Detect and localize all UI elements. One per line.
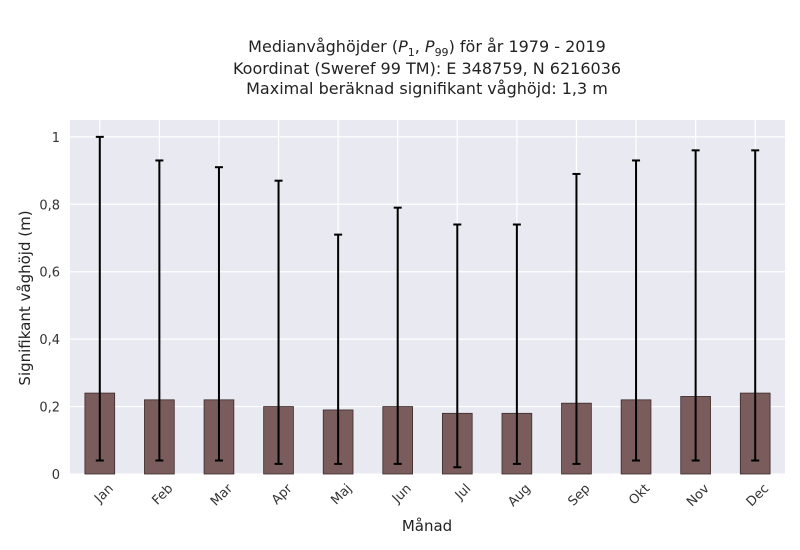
error-bar-jun [393, 206, 402, 465]
error-bar-nov [691, 149, 700, 462]
error-bar-jan [95, 135, 104, 462]
y-tick-label: 0,6 [39, 266, 60, 281]
y-tick-label: 0,2 [39, 401, 60, 416]
x-tick-label-apr: Apr [269, 481, 296, 508]
x-tick-label-mar: Mar [208, 481, 236, 509]
error-bar-dec [751, 149, 760, 462]
y-tick-label: 0,8 [39, 198, 60, 213]
y-axis-label: Signifikant våghöjd (m) [16, 210, 34, 385]
x-tick-label-jul: Jul [452, 481, 474, 503]
plot-area [70, 120, 785, 474]
error-bars [95, 135, 760, 469]
y-axis-ticks: 0 0,2 0,4 0,6 0,8 1 [39, 131, 60, 483]
y-tick-label: 1 [52, 131, 60, 146]
error-bar-apr [274, 179, 283, 465]
x-tick-label-feb: Feb [149, 481, 176, 508]
x-tick-label-jan: Jan [91, 481, 116, 506]
y-tick-label: 0 [52, 468, 60, 483]
y-tick-label: 0,4 [39, 333, 60, 348]
x-tick-label-aug: Aug [505, 481, 534, 510]
chart-title-line-3: Maximal beräknad signifikant våghöjd: 1,… [246, 79, 608, 98]
x-tick-label-maj: Maj [328, 481, 355, 508]
x-tick-label-jun: Jun [389, 481, 415, 507]
chart-title-line-1: Medianvåghöjder (P1, P99) för år 1979 - … [248, 37, 606, 59]
x-tick-label-dec: Dec [744, 481, 772, 509]
x-axis-ticks: Jan Feb Mar Apr Maj Jun Jul Aug Sep Okt Nov Dec [91, 481, 772, 510]
error-bar-sep [572, 172, 581, 465]
x-axis-label: Månad [402, 517, 452, 535]
error-bar-aug [512, 223, 521, 465]
error-bar-jul [453, 223, 462, 469]
error-bar-feb [155, 159, 164, 462]
chart-title: Medianvåghöjder (P1, P99) för år 1979 - … [233, 37, 621, 98]
x-tick-label-okt: Okt [626, 481, 653, 508]
error-bar-mar [214, 166, 223, 462]
x-tick-label-nov: Nov [684, 481, 713, 510]
error-bar-maj [334, 233, 343, 465]
chart-title-line-2: Koordinat (Sweref 99 TM): E 348759, N 62… [233, 59, 621, 78]
x-tick-label-sep: Sep [565, 481, 593, 509]
error-bar-okt [632, 159, 641, 462]
